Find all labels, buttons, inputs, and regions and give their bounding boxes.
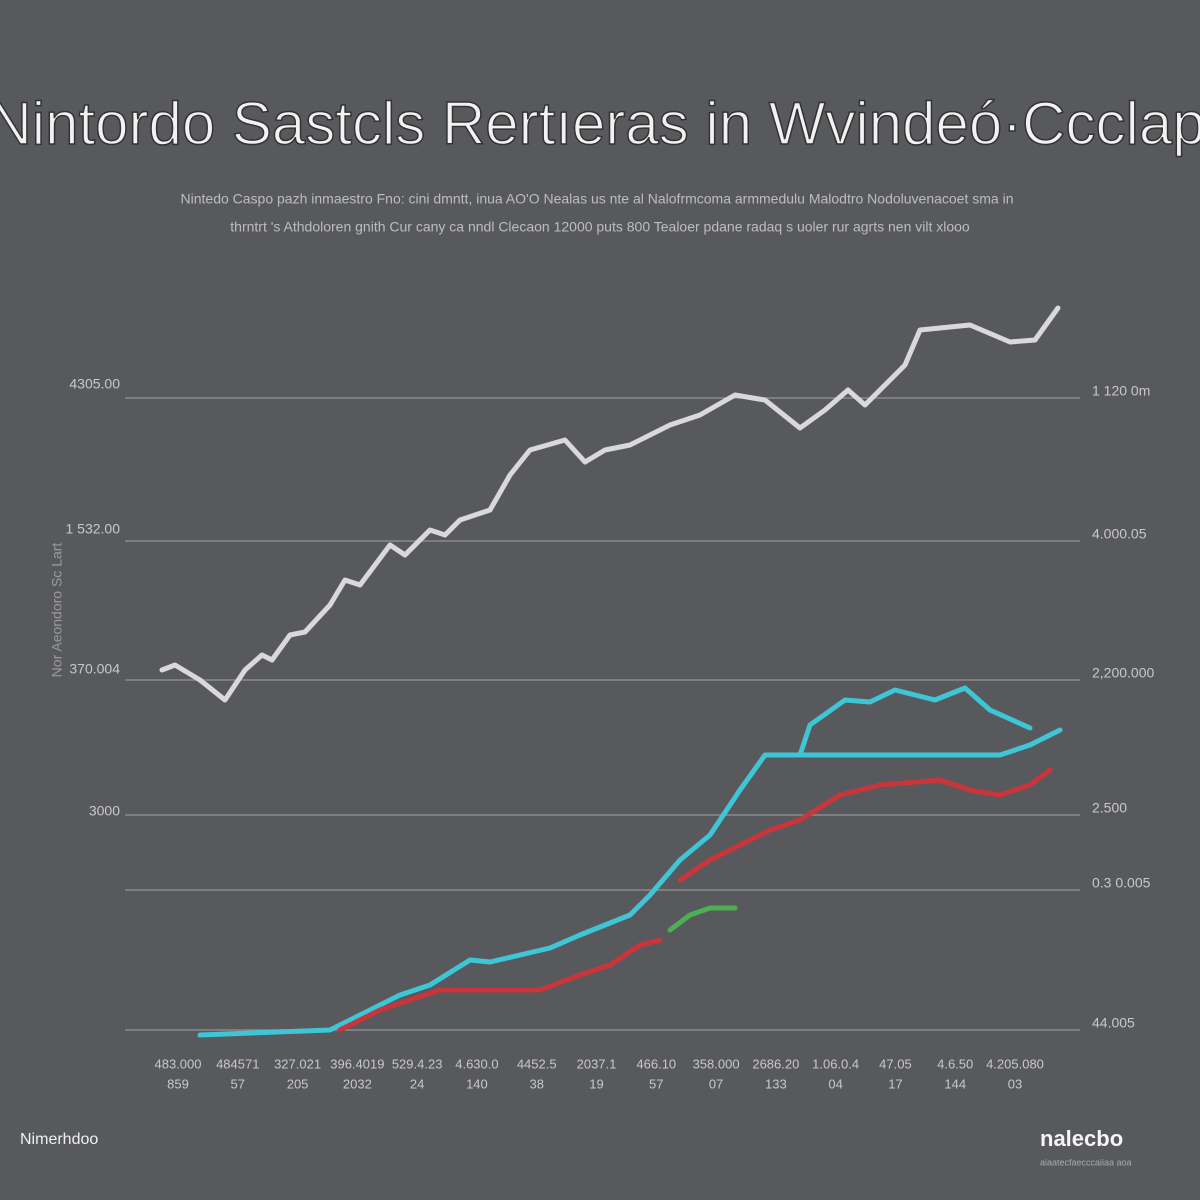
x-tick-label: 358.000 (693, 1056, 740, 1071)
x-tick-label: 327.021 (274, 1056, 321, 1071)
x-tick-label: 396.4019 (330, 1056, 384, 1071)
x-tick-label: 529.4.23 (392, 1056, 443, 1071)
x-tick-sublabel: 140 (466, 1076, 488, 1091)
series-line (337, 767, 1053, 1033)
x-tick-label: 466.10 (636, 1056, 676, 1071)
subtitle: Nintedo Caspo pazh inmaestro Fno: cini d… (181, 191, 1014, 207)
x-tick-sublabel: 2032 (343, 1076, 372, 1091)
x-tick-label: 47.05 (879, 1056, 912, 1071)
x-tick-sublabel: 205 (287, 1076, 309, 1091)
x-tick-sublabel: 07 (709, 1076, 723, 1091)
subtitle: thrntrt 's Athdoloren gnith Cur cany ca … (230, 219, 970, 235)
chart-title: Nintordo Sastcls Rertıeras in Wvindeó·Cc… (0, 90, 1200, 157)
x-tick-sublabel: 17 (888, 1076, 902, 1091)
series-line (159, 305, 1061, 703)
y2-tick-label: 44.005 (1092, 1015, 1135, 1031)
y2-tick-label: 4.000.05 (1092, 526, 1147, 542)
footer-brand: nalecbo (1040, 1126, 1123, 1151)
x-tick-sublabel: 57 (649, 1076, 663, 1091)
footer-sub: aiaatecfaecccaiiaa aoa (1040, 1157, 1132, 1167)
y2-tick-label: 0.3 0.005 (1092, 875, 1151, 891)
y2-tick-label: 2.500 (1092, 800, 1127, 816)
x-tick-label: 4452.5 (517, 1056, 557, 1071)
x-tick-sublabel: 04 (828, 1076, 842, 1091)
footer-left: Nimerhdoo (20, 1131, 98, 1148)
y-axis-label: Nor Aeondoro Sc Lart (49, 543, 65, 678)
x-tick-label: 2686.20 (752, 1056, 799, 1071)
x-tick-label: 484571 (216, 1056, 259, 1071)
series-line (667, 905, 738, 933)
x-tick-sublabel: 38 (529, 1076, 543, 1091)
x-tick-sublabel: 144 (944, 1076, 966, 1091)
x-tick-sublabel: 133 (765, 1076, 787, 1091)
x-tick-label: 4.205.080 (986, 1056, 1044, 1071)
x-tick-label: 483.000 (155, 1056, 202, 1071)
x-tick-label: 1.06.0.4 (812, 1056, 859, 1071)
y2-tick-label: 1 120 0m (1092, 383, 1150, 399)
x-tick-label: 4.630.0 (455, 1056, 498, 1071)
y-tick-label: 370.004 (69, 661, 120, 677)
x-tick-label: 2037.1 (577, 1056, 617, 1071)
series-line (797, 685, 1033, 758)
x-tick-sublabel: 57 (231, 1076, 245, 1091)
y-tick-label: 3000 (89, 803, 120, 819)
x-tick-sublabel: 19 (589, 1076, 603, 1091)
y-tick-label: 1 532.00 (66, 521, 121, 537)
x-tick-sublabel: 24 (410, 1076, 424, 1091)
y2-tick-label: 2,200.000 (1092, 665, 1154, 681)
y-tick-label: 4305.00 (69, 376, 120, 392)
x-tick-sublabel: 03 (1008, 1076, 1022, 1091)
x-tick-sublabel: 859 (167, 1076, 189, 1091)
x-tick-label: 4.6.50 (937, 1056, 973, 1071)
